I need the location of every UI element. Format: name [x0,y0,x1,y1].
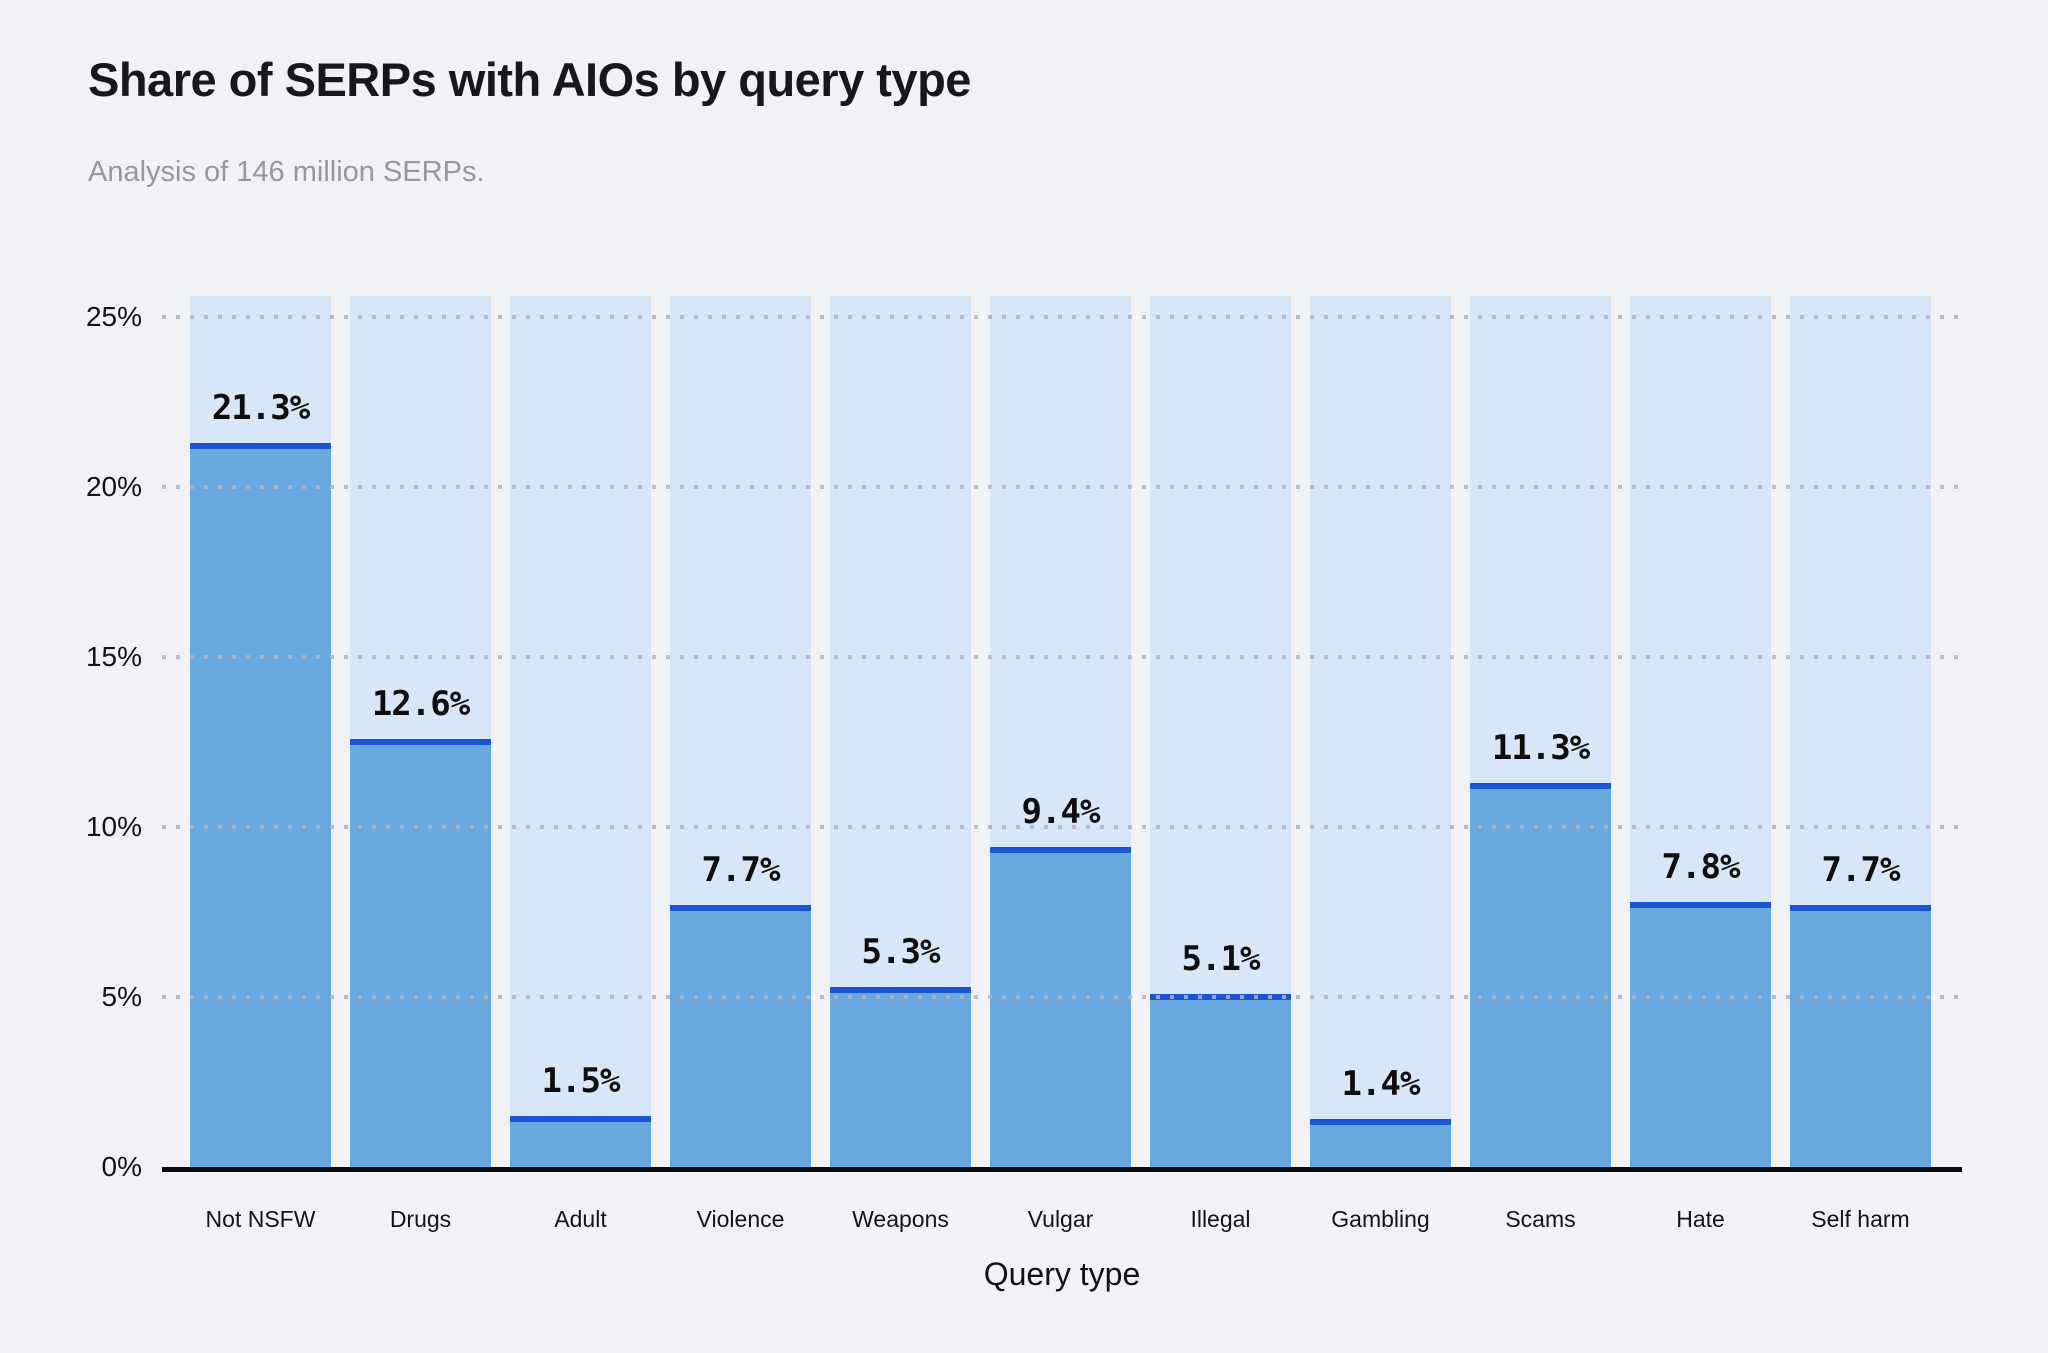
bar [350,738,491,1167]
bar [190,442,331,1167]
bar-column-drugs: 12.6% [350,296,491,1167]
x-axis-tick-label: Drugs [389,1206,452,1232]
bar-column-adult: 1.5% [510,296,651,1167]
bar-value-label: 7.8% [1661,846,1741,887]
bar-column-scams: 11.3% [1470,296,1611,1167]
bar [990,847,1131,1167]
bar-value-label: 7.7% [1821,850,1901,891]
bar [830,986,971,1167]
bar-column-weapons: 5.3% [830,296,971,1167]
x-axis-tick-label: Not NSFW [205,1206,316,1232]
x-axis-tick-label: Weapons [852,1206,949,1232]
y-axis-tick-label: 20% [85,471,142,502]
bar [1470,782,1611,1167]
plot-area: 21.3% 12.6% 1.5% 7.7% 5.3% 9.4% 5.1% 1.4% 11.3% 7… [162,296,1962,1167]
bar [1630,901,1771,1167]
bar [1790,905,1931,1167]
bar-value-label: 11.3% [1491,727,1590,768]
y-axis-tick-label: 0% [101,1151,142,1182]
bar-value-label: 1.4% [1341,1064,1421,1105]
bar [510,1116,651,1167]
bar-value-label: 12.6% [371,683,470,724]
bar-column-violence: 7.7% [670,296,811,1167]
bar-column-self-harm: 7.7% [1790,296,1931,1167]
bar-value-label: 5.1% [1181,938,1261,979]
bar-column-vulgar: 9.4% [990,296,1131,1167]
y-axis-tick-label: 15% [85,641,142,672]
bar-column-not-nsfw: 21.3% [190,296,331,1167]
bar-value-label: 9.4% [1021,792,1101,833]
bar-column-illegal: 5.1% [1150,296,1291,1167]
bar [1150,993,1291,1167]
chart-title: Share of SERPs with AIOs by query type [88,53,971,106]
x-axis-title: Query type [983,1256,1141,1292]
y-axis-tick-label: 5% [101,981,142,1012]
bar [1310,1119,1451,1167]
bar-value-label: 21.3% [211,387,310,428]
bar-column-hate: 7.8% [1630,296,1771,1167]
x-axis-tick-label: Hate [1676,1206,1725,1232]
x-axis-tick-label: Scams [1505,1206,1576,1232]
y-axis-tick-label: 25% [85,301,142,332]
x-axis-line [162,1167,1962,1172]
y-axis-tick-label: 10% [85,811,142,842]
bar-value-label: 7.7% [701,850,781,891]
x-axis-tick-label: Violence [696,1206,785,1232]
bar-value-label: 1.5% [541,1061,621,1101]
x-axis-tick-label: Self harm [1811,1206,1910,1232]
chart-subtitle: Analysis of 146 million SERPs. [88,156,485,188]
x-axis-tick-label: Adult [554,1206,607,1232]
x-axis-tick-labels: Not NSFW Drugs Adult Violence Weapons Vulgar I… [190,1206,1931,1233]
x-axis-tick-label: Gambling [1331,1206,1430,1232]
bar-value-label: 5.3% [861,931,941,972]
bar [670,905,811,1167]
bar-column-gambling: 1.4% [1310,296,1451,1167]
x-axis-tick-label: Illegal [1190,1206,1251,1232]
x-axis-tick-label: Vulgar [1027,1206,1094,1232]
bar-columns: 21.3% 12.6% 1.5% 7.7% 5.3% 9.4% 5.1% 1.4% 11.3% 7… [190,296,1931,1167]
